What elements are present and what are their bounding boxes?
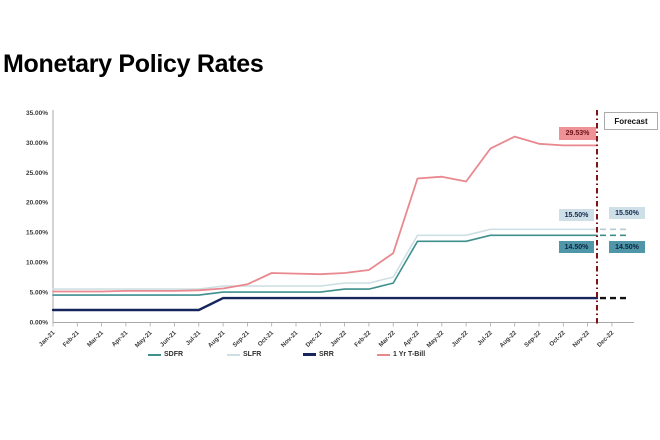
legend-label: SRR <box>319 351 334 358</box>
x-tick-label: Apr-22 <box>402 329 421 348</box>
x-tick-label: Dec-22 <box>596 329 616 349</box>
x-tick-label: May-21 <box>134 329 154 349</box>
sdfr-end-value-badge: 14.50% <box>559 241 594 253</box>
x-tick-label: Feb-21 <box>62 329 81 348</box>
y-tick-label: 0.00% <box>30 319 49 326</box>
x-tick-label: Mar-21 <box>86 329 105 348</box>
legend-item-srr: SRR <box>303 351 334 358</box>
forecast-label-box: Forecast <box>604 112 658 130</box>
y-tick-label: 5.00% <box>30 289 49 296</box>
sdfr-line-swatch-icon <box>148 353 161 356</box>
x-tick-label: Aug-21 <box>207 329 227 349</box>
x-tick-label: Mar-22 <box>378 329 397 348</box>
y-tick-label: 10.00% <box>26 260 48 267</box>
x-tick-label: Nov-22 <box>571 329 591 349</box>
sdfr-forecast-value-badge: 14.50% <box>609 241 645 253</box>
x-tick-label: Dec-21 <box>304 329 324 349</box>
legend-label: SDFR <box>164 351 184 358</box>
x-tick-label: Jan-21 <box>38 329 57 348</box>
series-line-sdfr <box>52 234 598 296</box>
legend-item-slfr: SLFR <box>227 351 261 358</box>
tbill-end-value-badge: 29.53% <box>559 127 596 140</box>
slfr-end-value-badge: 15.50% <box>559 209 594 221</box>
legend-label: SLFR <box>243 351 262 358</box>
x-tick-label: Sep-21 <box>232 329 252 349</box>
y-tick-label: 15.00% <box>26 230 48 237</box>
x-tick-label: Jan-22 <box>329 329 348 348</box>
x-tick-label: Apr-21 <box>110 329 129 348</box>
x-tick-label: May-22 <box>425 329 445 349</box>
series-line-srr <box>51 296 599 312</box>
x-tick-label: Jul-21 <box>185 329 203 347</box>
x-tick-label: Oct-22 <box>548 329 567 348</box>
x-tick-label: Feb-22 <box>353 329 372 348</box>
legend-label: 1 Yr T-Bill <box>393 351 426 358</box>
page-title: Monetary Policy Rates <box>3 49 264 78</box>
y-tick-label: 35.00% <box>26 110 48 117</box>
x-tick-label: Oct-21 <box>257 329 276 348</box>
srr-line-swatch-icon <box>303 353 316 356</box>
y-tick-label: 20.00% <box>26 200 48 207</box>
legend-item-sdfr: SDFR <box>148 351 183 358</box>
x-tick-label: Jun-22 <box>450 329 469 348</box>
slfr-forecast-value-badge: 15.50% <box>609 207 645 219</box>
y-tick-label: 25.00% <box>26 170 48 177</box>
x-tick-label: Jul-22 <box>476 329 494 347</box>
y-tick-label: 30.00% <box>26 140 48 147</box>
x-tick-label: Nov-21 <box>280 329 300 349</box>
series-line-slfr <box>52 228 598 290</box>
slfr-line-swatch-icon <box>227 353 240 356</box>
x-tick-label: Aug-22 <box>498 329 518 349</box>
x-tick-label: Jun-21 <box>159 329 178 348</box>
legend-item-tbill: 1 Yr T-Bill <box>377 351 425 358</box>
tbill-line-swatch-icon <box>377 353 390 356</box>
series-line-1-yr-t-bill <box>52 135 598 293</box>
x-tick-label: Sep-22 <box>523 329 543 349</box>
